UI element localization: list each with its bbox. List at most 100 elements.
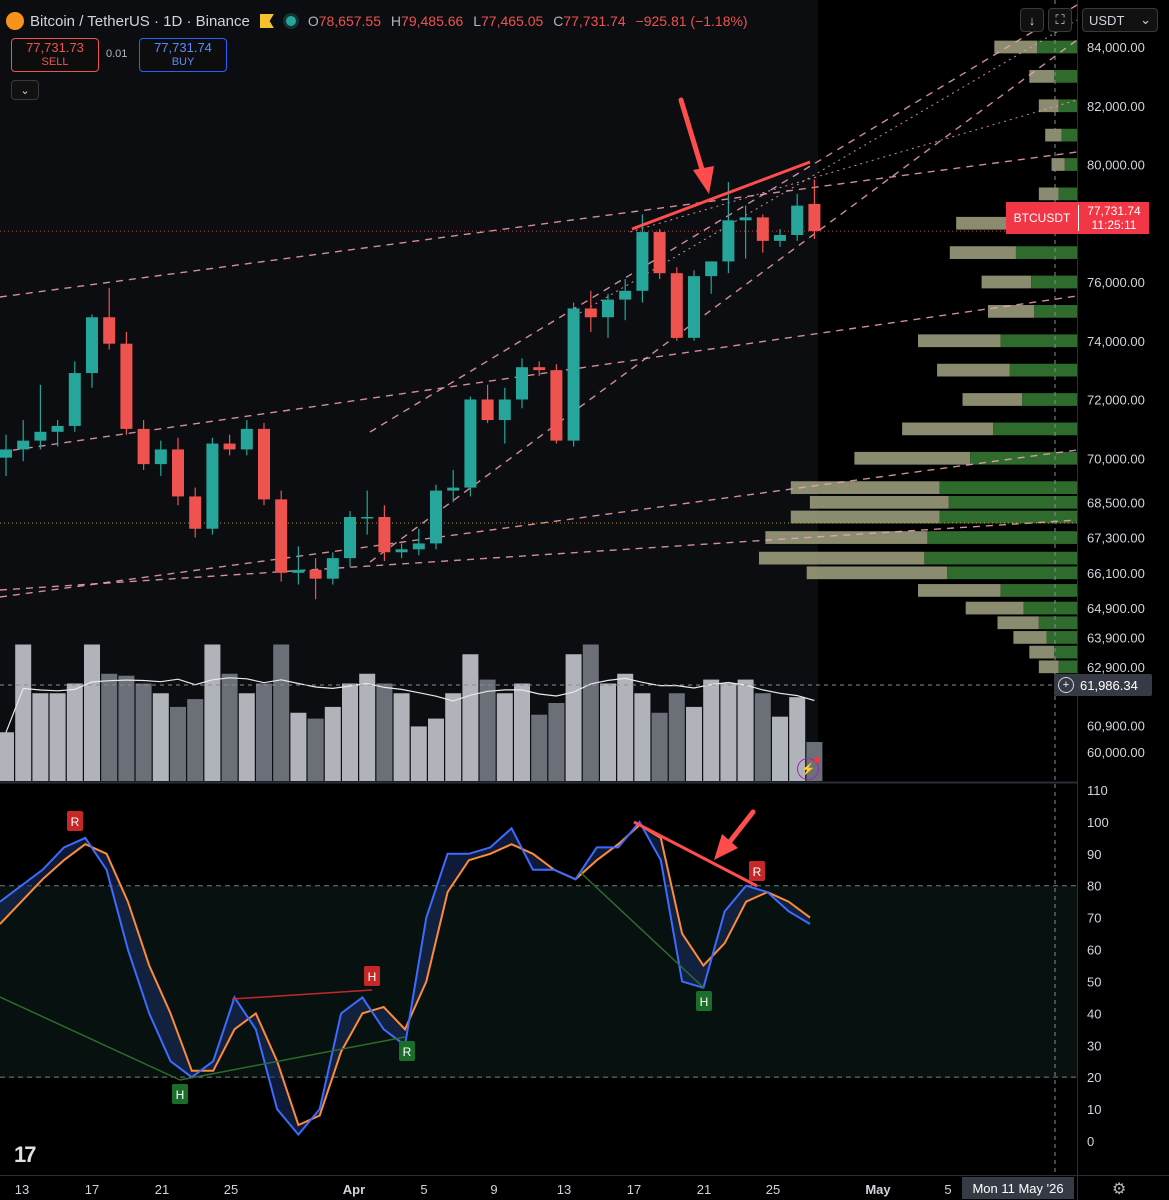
volume-bar	[221, 673, 238, 781]
price-tick-label: 72,000.00	[1087, 393, 1145, 408]
candle-body	[533, 367, 546, 371]
download-button[interactable]: ↓	[1020, 8, 1044, 32]
volume-bar	[187, 699, 204, 781]
buy-button[interactable]: 77,731.74 BUY	[139, 38, 227, 72]
volume-profile-bar-up	[924, 551, 1077, 565]
crosshair-price-label[interactable]: + 61,986.34	[1054, 674, 1152, 696]
buy-label: BUY	[171, 56, 195, 68]
stoch-tick-label: 60	[1087, 943, 1101, 958]
candle	[447, 470, 460, 503]
volume-profile-bar-up	[1054, 645, 1077, 659]
candle	[619, 279, 632, 321]
candle-body	[430, 490, 442, 544]
volume-profile-bar	[965, 601, 1024, 615]
volume-profile-bar	[809, 495, 949, 509]
collapse-legend-button[interactable]: ⌄	[11, 80, 39, 100]
candle-body	[120, 343, 133, 429]
time-tick-label: 9	[490, 1182, 497, 1197]
candle-body	[172, 449, 184, 497]
volume-profile-bar	[1051, 158, 1065, 171]
candle	[275, 490, 288, 582]
stoch-tick-label: 30	[1087, 1038, 1101, 1053]
candles	[0, 179, 821, 600]
candle-body	[464, 399, 477, 488]
bear-divergence-line	[231, 989, 373, 1000]
candle	[550, 364, 563, 444]
flag-icon[interactable]	[259, 14, 274, 28]
candle-body	[705, 261, 718, 277]
candle	[172, 437, 184, 506]
candle	[722, 182, 735, 274]
marker-box	[67, 811, 83, 831]
candle-body	[739, 217, 752, 221]
time-tick-label: Apr	[343, 1182, 365, 1197]
chevron-down-icon: ⌄	[1140, 12, 1151, 27]
price-tick-label: 82,000.00	[1087, 99, 1145, 114]
candle	[756, 214, 769, 253]
candle-body	[619, 290, 632, 300]
candle-body	[0, 449, 12, 458]
stoch-band-fill	[0, 886, 1077, 1078]
candle	[533, 361, 546, 376]
arrow-head	[714, 834, 738, 860]
candle-body	[275, 499, 288, 573]
volume-profile-bar	[854, 451, 971, 465]
candle	[154, 440, 167, 476]
lightning-icon[interactable]: ⚡	[797, 757, 820, 780]
ohlc-high-key: H	[390, 13, 402, 29]
candle-body	[68, 373, 81, 426]
symbol-title[interactable]: Bitcoin / TetherUS · 1D · Binance	[30, 12, 250, 30]
divergence-osc-line	[633, 820, 758, 888]
candle	[51, 420, 64, 447]
spread-value: 0.01	[106, 48, 128, 60]
candle	[292, 546, 305, 585]
time-tick-label: 25	[224, 1182, 238, 1197]
volume-bar	[651, 712, 668, 781]
time-tick-label: 17	[85, 1182, 99, 1197]
candle-body	[498, 399, 511, 421]
volume-profile-bar-up	[927, 531, 1077, 544]
arrow-head	[693, 166, 714, 194]
market-open-status-icon	[285, 16, 296, 26]
settings-gear-icon[interactable]: ⚙	[1112, 1181, 1127, 1198]
stoch-signal-marker: H	[172, 1084, 188, 1104]
candle	[326, 552, 339, 585]
volume-bar	[256, 683, 272, 781]
volume-profile-bar-up	[1061, 128, 1077, 142]
ohlc-low-value: 77,465.05	[481, 13, 544, 29]
trend-channel-line	[369, 39, 1078, 563]
stoch-tick-label: 10	[1087, 1102, 1101, 1117]
marker-box	[172, 1084, 188, 1104]
price-tick-label: 76,000.00	[1087, 275, 1145, 290]
candle	[68, 361, 81, 432]
volume-profile-bar-up	[1000, 584, 1077, 597]
trend-channel-line	[0, 519, 1078, 591]
volume-profile-bar-up	[939, 510, 1077, 524]
candle-body	[17, 440, 30, 450]
currency-select[interactable]: USDT ⌄	[1082, 8, 1158, 32]
stoch-tick-label: 20	[1087, 1070, 1101, 1085]
volume-bar	[342, 683, 358, 781]
candle	[344, 511, 356, 567]
candle-body	[361, 517, 374, 519]
volume-bar	[617, 673, 634, 781]
volume-bar	[238, 693, 255, 781]
volume-profile-bar-up	[1023, 601, 1077, 615]
fullscreen-button[interactable]: ⛶	[1048, 8, 1072, 32]
sell-button[interactable]: 77,731.73 SELL	[11, 38, 99, 72]
divergence-price-line	[631, 160, 811, 231]
marker-label: H	[176, 1088, 185, 1102]
volume-profile-bar-up	[1058, 660, 1077, 674]
price-tick-label: 84,000.00	[1087, 40, 1145, 55]
volume-bar	[548, 703, 565, 781]
volume-profile-bar-up	[947, 566, 1077, 580]
stoch-tick-label: 50	[1087, 974, 1101, 989]
time-tick-label: 17	[627, 1182, 641, 1197]
add-alert-plus-icon[interactable]: +	[1058, 677, 1074, 693]
candle-body	[602, 299, 614, 318]
stoch-signal-marker: R	[399, 1041, 415, 1061]
tradingview-logo[interactable]: 17	[14, 1142, 37, 1167]
volume-profile	[759, 40, 1077, 674]
